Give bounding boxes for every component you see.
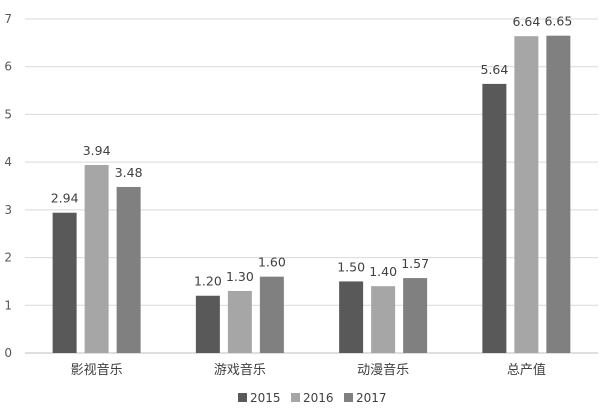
bars: [52, 35, 571, 354]
bar: [116, 186, 141, 353]
data-label: 1.57: [401, 256, 429, 271]
bar: [514, 36, 539, 353]
data-label: 6.64: [512, 14, 540, 29]
y-tick-label: 1: [4, 298, 12, 312]
legend-label: 2017: [356, 391, 387, 405]
bar: [195, 295, 220, 353]
x-tick-label: 影视音乐: [71, 362, 123, 378]
x-tick-label: 总产值: [507, 362, 546, 378]
bar: [371, 286, 396, 353]
legend-label: 2015: [250, 391, 281, 405]
bar: [84, 165, 109, 353]
data-label: 3.48: [115, 165, 143, 180]
data-label: 3.94: [83, 143, 111, 158]
data-label: 1.50: [337, 259, 365, 274]
y-tick-label: 6: [4, 60, 12, 74]
data-label: 6.65: [544, 14, 572, 29]
bar: [546, 35, 571, 353]
bar: [403, 278, 428, 353]
y-tick-label: 7: [4, 12, 12, 26]
y-tick-label: 3: [4, 203, 12, 217]
bar: [482, 83, 507, 354]
data-label: 1.60: [258, 255, 286, 270]
y-tick-label: 4: [4, 155, 12, 169]
bar: [227, 290, 252, 353]
y-axis-ticks: 0 1 2 3 4 5 6 7: [4, 12, 12, 360]
bar: [259, 276, 284, 353]
data-label: 1.20: [194, 274, 222, 289]
y-tick-label: 2: [4, 251, 12, 265]
legend-label: 2016: [303, 391, 334, 405]
data-label: 1.30: [226, 269, 254, 284]
y-tick-label: 0: [4, 346, 12, 360]
x-tick-label: 动漫音乐: [357, 362, 409, 378]
bar: [339, 281, 364, 353]
legend-swatch: [344, 393, 353, 402]
legend: 2015 2016 2017: [238, 391, 387, 405]
gridlines: [25, 18, 598, 354]
data-labels: 2.94 3.94 3.48 1.20 1.30 1.60 1.50 1.40 1.57 5.64…: [51, 14, 573, 289]
bar: [52, 212, 77, 353]
x-axis-labels: 影视音乐 游戏音乐 动漫音乐 总产值: [71, 362, 546, 378]
legend-swatch: [238, 393, 247, 402]
y-tick-label: 5: [4, 107, 12, 121]
legend-swatch: [291, 393, 300, 402]
data-label: 1.40: [369, 264, 397, 279]
x-tick-label: 游戏音乐: [214, 362, 266, 378]
data-label: 5.64: [480, 62, 508, 77]
data-label: 2.94: [51, 191, 79, 206]
